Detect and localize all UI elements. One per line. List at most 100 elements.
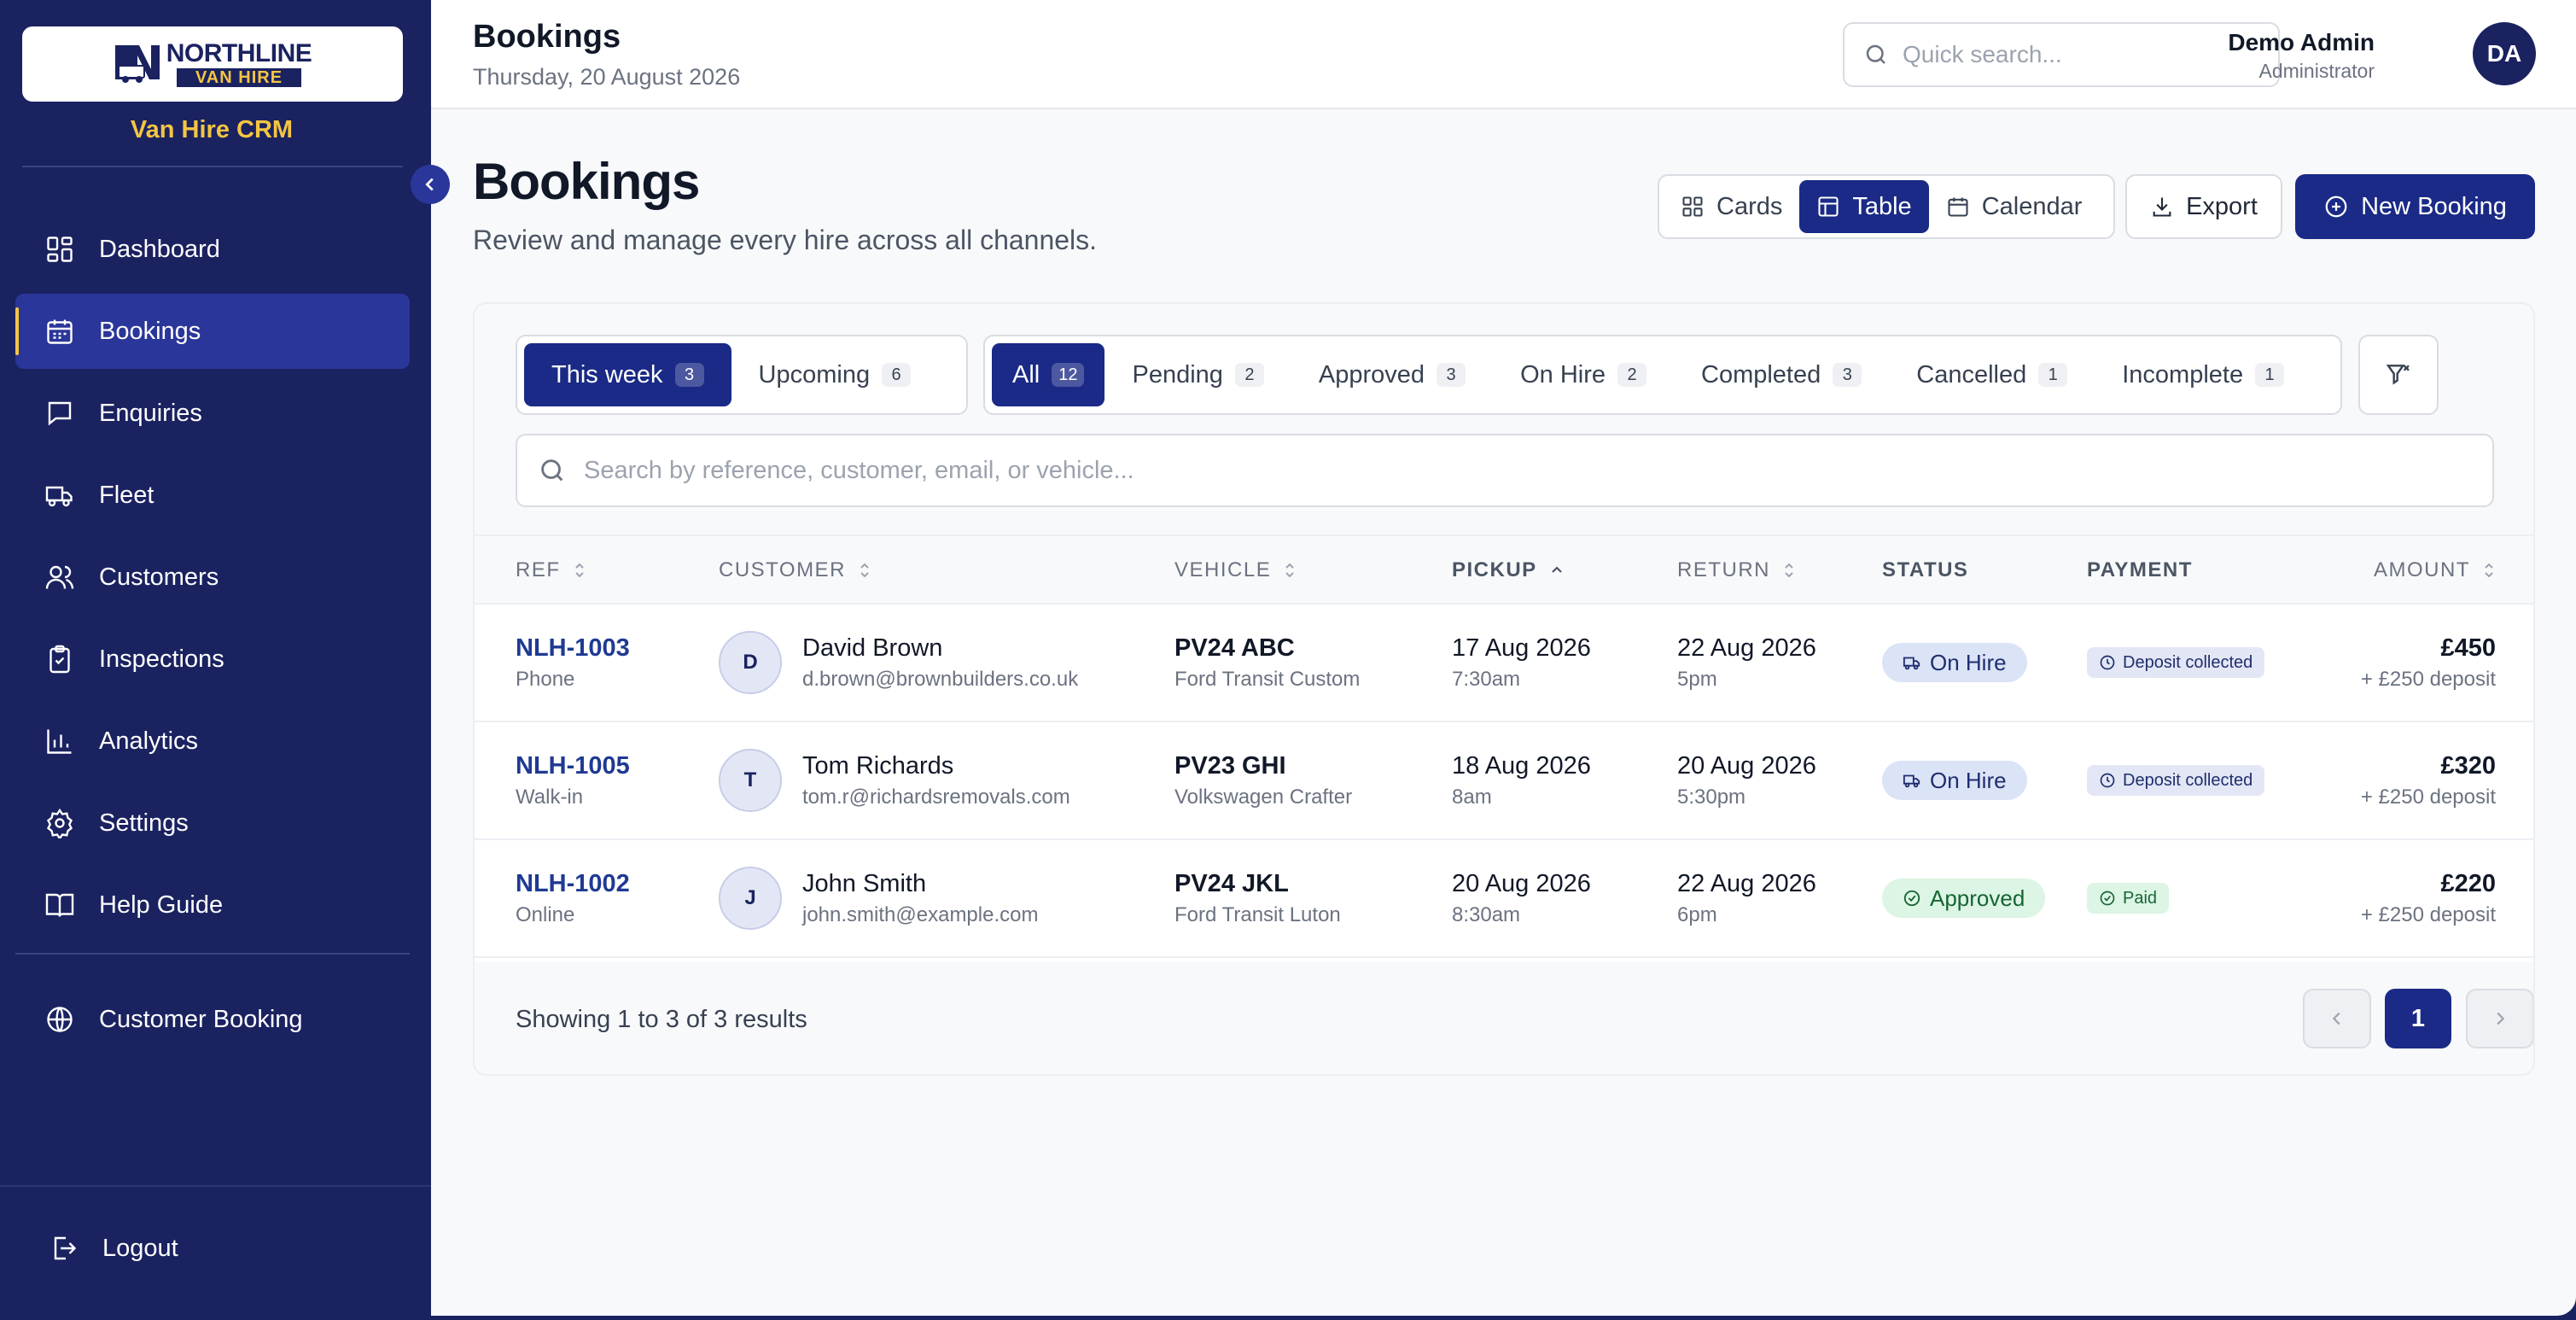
- filter-completed[interactable]: Completed 3: [1674, 343, 1889, 406]
- vehicle-model: Ford Transit Luton: [1174, 902, 1341, 926]
- brand-logo[interactable]: NORTHLINE VAN HIRE: [22, 26, 403, 102]
- page-number-button[interactable]: 1: [2385, 989, 2451, 1048]
- sort-icon: [2482, 561, 2496, 580]
- sort-icon: [573, 561, 586, 580]
- vehicle-model: Volkswagen Crafter: [1174, 785, 1353, 809]
- new-booking-button[interactable]: New Booking: [2295, 174, 2535, 239]
- bar-chart-icon: [43, 724, 77, 758]
- filter-approved[interactable]: Approved 3: [1291, 343, 1493, 406]
- filter-cancelled[interactable]: Cancelled 1: [1889, 343, 2095, 406]
- table-row[interactable]: NLH-1002 Online J John Smith john.smith@…: [475, 840, 2533, 958]
- filter-label: Upcoming: [758, 360, 871, 388]
- table-search[interactable]: [516, 434, 2494, 507]
- filter-label: Pending: [1132, 360, 1223, 388]
- filter-count: 6: [882, 363, 912, 387]
- view-calendar-button[interactable]: Calendar: [1929, 180, 2100, 233]
- column-vehicle[interactable]: Vehicle: [1174, 536, 1297, 605]
- payment-cell: Paid: [2087, 840, 2170, 956]
- avatar: D: [719, 631, 782, 694]
- results-summary: Showing 1 to 3 of 3 results: [516, 1005, 807, 1033]
- clear-filters-button[interactable]: [2358, 335, 2439, 415]
- prev-page-button[interactable]: [2303, 989, 2371, 1048]
- customer-email: john.smith@example.com: [802, 902, 1039, 926]
- filter-incomplete[interactable]: Incomplete 1: [2095, 343, 2311, 406]
- filter-label: Incomplete: [2122, 360, 2244, 388]
- sidebar-item-customer-booking[interactable]: Customer Booking: [15, 982, 410, 1057]
- sidebar-item-label: Help Guide: [99, 891, 224, 919]
- filter-upcoming[interactable]: Upcoming 6: [731, 343, 939, 406]
- sidebar-item-enquiries[interactable]: Enquiries: [15, 376, 410, 451]
- sidebar-item-label: Fleet: [99, 481, 154, 509]
- column-ref[interactable]: Ref: [516, 536, 586, 605]
- status-cell: On Hire: [1882, 605, 2027, 721]
- page-title: Bookings: [473, 153, 700, 210]
- clipboard-check-icon: [43, 642, 77, 676]
- sidebar-item-fleet[interactable]: Fleet: [15, 458, 410, 533]
- vehicle-reg: PV24 JKL: [1174, 869, 1289, 897]
- table-row[interactable]: NLH-1005 Walk-in T Tom Richards tom.r@ri…: [475, 722, 2533, 840]
- topbar: Bookings Thursday, 20 August 2026 Demo A…: [431, 0, 2576, 109]
- view-table-button[interactable]: Table: [1799, 180, 1929, 233]
- table-search-input[interactable]: [584, 456, 2462, 485]
- sidebar-item-inspections[interactable]: Inspections: [15, 622, 410, 697]
- filter-this-week[interactable]: This week 3: [524, 343, 731, 406]
- view-toggle: Cards Table Calendar: [1658, 174, 2115, 239]
- logout-button[interactable]: Logout: [46, 1231, 178, 1265]
- column-customer[interactable]: Customer: [719, 536, 871, 605]
- return-cell: 22 Aug 2026 5pm: [1677, 605, 1816, 721]
- filter-pending[interactable]: Pending 2: [1104, 343, 1291, 406]
- booking-ref-link[interactable]: NLH-1003: [516, 634, 630, 662]
- filter-label: Cancelled: [1916, 360, 2027, 388]
- sidebar-item-help-guide[interactable]: Help Guide: [15, 867, 410, 943]
- column-payment: Payment: [2087, 536, 2193, 605]
- column-pickup[interactable]: Pickup: [1452, 536, 1565, 605]
- sidebar: NORTHLINE VAN HIRE Van Hire CRM Dashboar…: [0, 0, 431, 1320]
- sidebar-item-customers[interactable]: Customers: [15, 540, 410, 615]
- status-label: On Hire: [1930, 767, 2007, 793]
- topbar-date: Thursday, 20 August 2026: [473, 64, 741, 90]
- avatar[interactable]: DA: [2473, 22, 2536, 85]
- sidebar-item-dashboard[interactable]: Dashboard: [15, 212, 410, 287]
- payment-cell: Deposit collected: [2087, 605, 2265, 721]
- plus-circle-icon: [2323, 194, 2349, 219]
- dashboard-icon: [43, 232, 77, 266]
- amount-cell: £450 + £250 deposit: [2361, 605, 2496, 721]
- pickup-date: 20 Aug 2026: [1452, 869, 1591, 897]
- filter-all[interactable]: All 12: [992, 343, 1105, 406]
- deposit-value: + £250 deposit: [2360, 667, 2496, 691]
- export-button[interactable]: Export: [2125, 174, 2282, 239]
- sidebar-item-analytics[interactable]: Analytics: [15, 704, 410, 779]
- sidebar-item-bookings[interactable]: Bookings: [15, 294, 410, 369]
- column-amount[interactable]: Amount: [2374, 536, 2496, 605]
- return-date: 22 Aug 2026: [1677, 869, 1816, 897]
- column-return[interactable]: Return: [1677, 536, 1796, 605]
- sort-icon: [1782, 561, 1796, 580]
- payment-label: Deposit collected: [2123, 770, 2253, 790]
- status-cell: On Hire: [1882, 722, 2027, 838]
- quick-search-input[interactable]: [1903, 41, 2261, 68]
- booking-channel: Online: [516, 902, 575, 926]
- quick-search[interactable]: [1843, 22, 2280, 87]
- amount-value: £320: [2440, 751, 2496, 780]
- status-label: On Hire: [1930, 649, 2007, 675]
- table-row[interactable]: NLH-1003 Phone D David Brown d.brown@bro…: [475, 605, 2533, 722]
- divider: [22, 166, 403, 167]
- sidebar-collapse-button[interactable]: [411, 165, 450, 204]
- pickup-time: 8:30am: [1452, 902, 1521, 926]
- booking-ref-link[interactable]: NLH-1005: [516, 751, 630, 780]
- export-label: Export: [2186, 192, 2258, 220]
- return-cell: 20 Aug 2026 5:30pm: [1677, 722, 1816, 838]
- view-cards-button[interactable]: Cards: [1664, 180, 1799, 233]
- user-menu[interactable]: Demo Admin Administrator: [2228, 29, 2375, 83]
- truck-icon: [43, 478, 77, 512]
- column-label: Amount: [2374, 558, 2470, 581]
- calendar-icon: [1946, 195, 1970, 219]
- next-page-button[interactable]: [2466, 989, 2533, 1048]
- filter-on-hire[interactable]: On Hire 2: [1493, 343, 1674, 406]
- payment-cell: Deposit collected: [2087, 722, 2265, 838]
- sidebar-item-settings[interactable]: Settings: [15, 786, 410, 861]
- sidebar-secondary-nav: Customer Booking: [15, 982, 410, 1064]
- search-icon: [1866, 44, 1885, 64]
- table-header: Ref Customer Vehicle Pickup Return: [475, 534, 2533, 605]
- booking-ref-link[interactable]: NLH-1002: [516, 869, 630, 897]
